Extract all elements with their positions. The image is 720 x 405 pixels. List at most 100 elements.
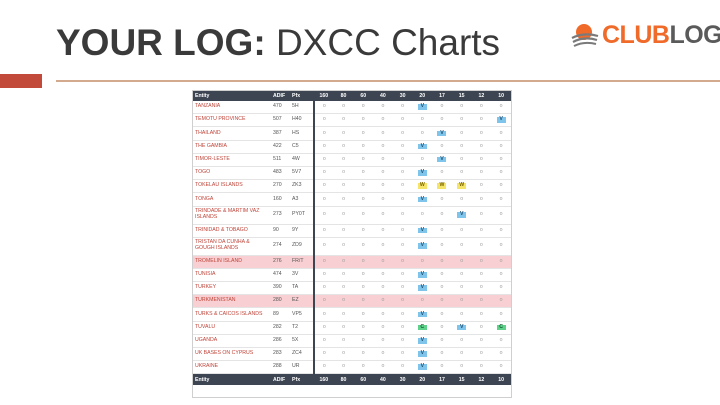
band-cell[interactable]: o <box>333 101 354 115</box>
band-cell[interactable]: o <box>471 179 492 194</box>
column-header-entity[interactable]: Entity <box>193 91 272 101</box>
band-cell[interactable]: o <box>392 153 413 167</box>
column-footer-adif[interactable]: ADIF <box>271 373 291 386</box>
band-cell[interactable]: V <box>412 237 433 256</box>
band-cell[interactable]: o <box>471 166 492 181</box>
band-cell[interactable]: o <box>392 206 413 225</box>
column-header-adif[interactable]: ADIF <box>271 91 291 101</box>
entity-name[interactable]: TRINDADE & MARTIM VAZ ISLANDS <box>193 206 272 225</box>
band-cell[interactable]: o <box>314 153 334 167</box>
band-cell[interactable]: o <box>432 268 452 283</box>
band-cell[interactable]: o <box>491 126 511 141</box>
band-cell[interactable]: o <box>314 347 334 362</box>
band-cell[interactable]: o <box>491 179 511 194</box>
band-cell[interactable]: o <box>373 192 393 207</box>
band-cell[interactable]: V <box>412 307 433 322</box>
band-cell[interactable]: o <box>471 294 492 309</box>
band-cell[interactable]: o <box>333 294 354 309</box>
band-cell[interactable]: o <box>471 268 492 283</box>
band-cell[interactable]: o <box>314 101 334 115</box>
band-cell[interactable]: o <box>353 281 374 296</box>
column-footer-band-160[interactable]: 160 <box>314 373 334 386</box>
band-cell[interactable]: o <box>412 206 433 225</box>
band-cell[interactable]: o <box>491 294 511 309</box>
band-cell[interactable]: o <box>432 307 452 322</box>
column-header-band-30[interactable]: 30 <box>392 91 413 101</box>
band-cell[interactable]: o <box>392 321 413 335</box>
band-cell[interactable]: o <box>373 321 393 335</box>
entity-name[interactable]: UK BASES ON CYPRUS <box>193 347 272 362</box>
band-cell[interactable]: o <box>333 307 354 322</box>
band-cell[interactable]: o <box>491 166 511 181</box>
band-cell[interactable]: o <box>491 224 511 238</box>
band-cell[interactable]: o <box>353 224 374 238</box>
band-cell[interactable]: o <box>451 153 472 167</box>
column-footer-band-80[interactable]: 80 <box>333 373 354 386</box>
band-cell[interactable]: o <box>333 126 354 141</box>
band-cell[interactable]: o <box>333 140 354 154</box>
band-cell[interactable]: o <box>333 179 354 194</box>
band-cell[interactable]: o <box>432 360 452 375</box>
band-cell[interactable]: W <box>432 179 452 194</box>
band-cell[interactable]: o <box>412 113 433 128</box>
band-cell[interactable]: o <box>451 255 472 269</box>
column-footer-band-12[interactable]: 12 <box>471 373 492 386</box>
band-cell[interactable]: o <box>392 113 413 128</box>
entity-name[interactable]: TRISTAN DA CUNHA & GOUGH ISLANDS <box>193 237 272 256</box>
band-cell[interactable]: o <box>432 140 452 154</box>
band-cell[interactable]: o <box>491 101 511 115</box>
entity-name[interactable]: TURKMENISTAN <box>193 294 272 309</box>
column-footer-entity[interactable]: Entity <box>193 373 272 386</box>
band-cell[interactable]: o <box>432 281 452 296</box>
column-header-band-20[interactable]: 20 <box>412 91 433 101</box>
band-cell[interactable]: V <box>412 334 433 349</box>
band-cell[interactable]: o <box>353 268 374 283</box>
band-cell[interactable]: o <box>373 101 393 115</box>
band-cell[interactable]: o <box>353 347 374 362</box>
band-cell[interactable]: o <box>314 255 334 269</box>
band-cell[interactable]: C <box>412 321 433 335</box>
band-cell[interactable]: o <box>451 140 472 154</box>
column-footer-band-15[interactable]: 15 <box>451 373 472 386</box>
band-cell[interactable]: o <box>333 360 354 375</box>
band-cell[interactable]: o <box>353 101 374 115</box>
band-cell[interactable]: o <box>491 334 511 349</box>
band-cell[interactable]: o <box>392 192 413 207</box>
band-cell[interactable]: o <box>491 237 511 256</box>
band-cell[interactable]: o <box>314 334 334 349</box>
band-cell[interactable]: o <box>471 321 492 335</box>
band-cell[interactable]: o <box>314 192 334 207</box>
band-cell[interactable]: o <box>392 101 413 115</box>
band-cell[interactable]: o <box>451 101 472 115</box>
entity-name[interactable]: TONGA <box>193 192 272 207</box>
band-cell[interactable]: W <box>451 179 472 194</box>
band-cell[interactable]: o <box>333 347 354 362</box>
band-cell[interactable]: o <box>432 113 452 128</box>
band-cell[interactable]: o <box>471 334 492 349</box>
band-cell[interactable]: V <box>412 140 433 154</box>
band-cell[interactable]: o <box>471 281 492 296</box>
band-cell[interactable]: V <box>491 113 511 128</box>
band-cell[interactable]: o <box>373 166 393 181</box>
band-cell[interactable]: o <box>471 255 492 269</box>
band-cell[interactable]: o <box>471 126 492 141</box>
band-cell[interactable]: o <box>333 224 354 238</box>
band-cell[interactable]: o <box>373 140 393 154</box>
band-cell[interactable]: o <box>432 334 452 349</box>
band-cell[interactable]: o <box>392 360 413 375</box>
band-cell[interactable]: o <box>432 321 452 335</box>
band-cell[interactable]: o <box>432 294 452 309</box>
band-cell[interactable]: o <box>491 140 511 154</box>
entity-name[interactable]: TOGO <box>193 166 272 181</box>
column-header-pfx[interactable]: Pfx <box>290 91 315 101</box>
column-header-band-15[interactable]: 15 <box>451 91 472 101</box>
band-cell[interactable]: o <box>392 126 413 141</box>
band-cell[interactable]: o <box>314 294 334 309</box>
band-cell[interactable]: V <box>412 281 433 296</box>
band-cell[interactable]: o <box>314 166 334 181</box>
band-cell[interactable]: o <box>451 307 472 322</box>
band-cell[interactable]: o <box>353 334 374 349</box>
band-cell[interactable]: o <box>333 166 354 181</box>
band-cell[interactable]: o <box>491 347 511 362</box>
band-cell[interactable]: o <box>491 206 511 225</box>
